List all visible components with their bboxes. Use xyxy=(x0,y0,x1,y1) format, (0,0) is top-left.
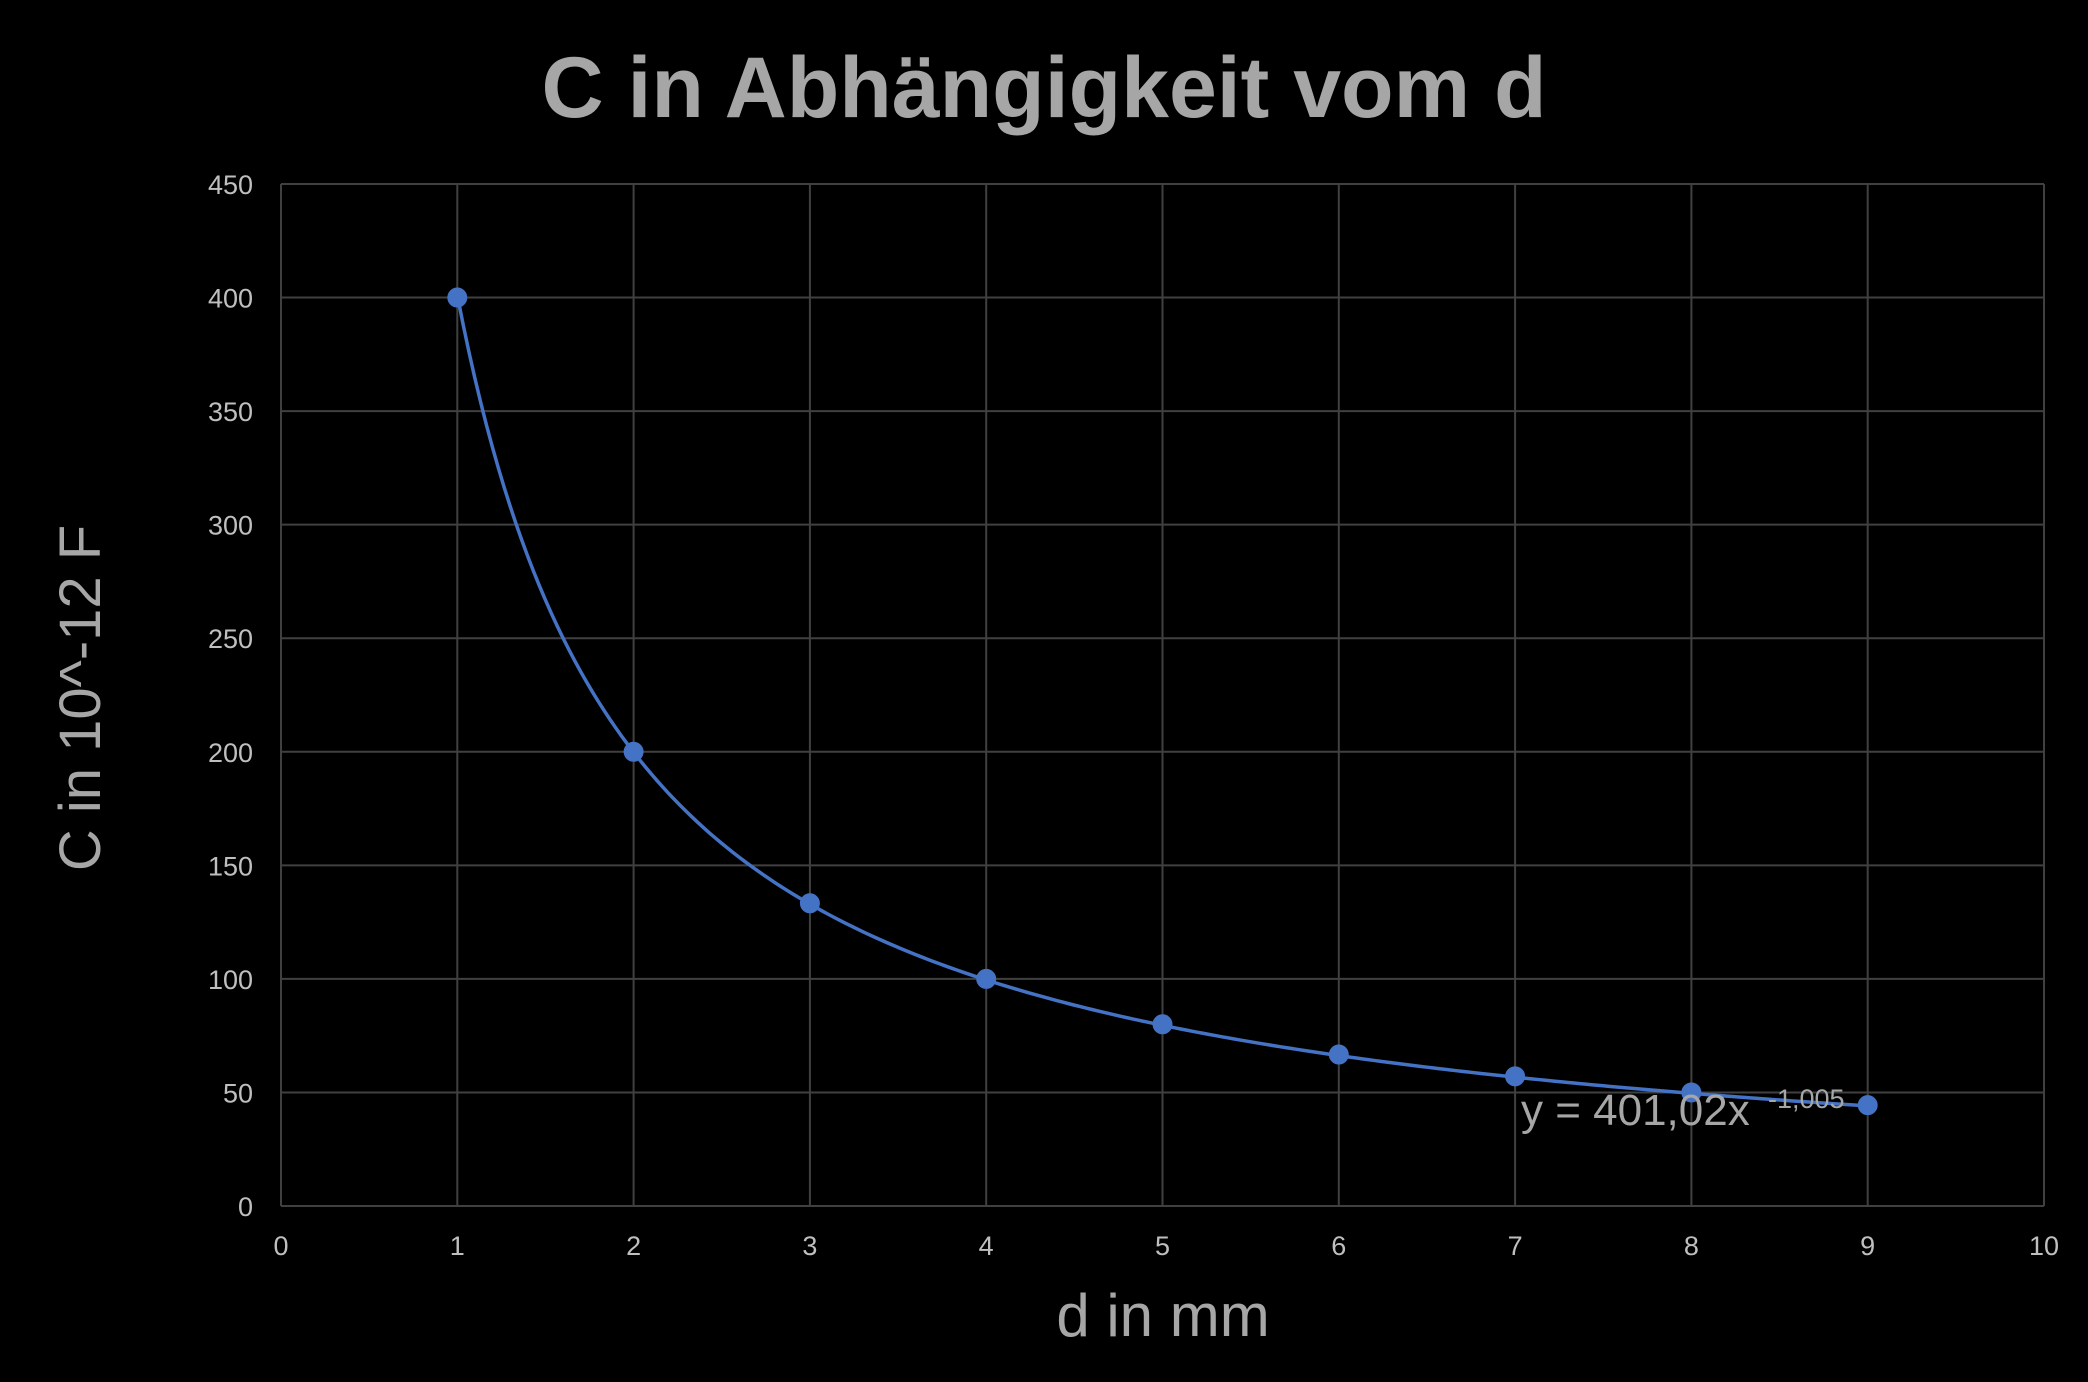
y-tick-label: 200 xyxy=(208,738,253,768)
y-tick-label: 50 xyxy=(223,1078,253,1108)
data-point xyxy=(1681,1082,1702,1103)
y-tick-label: 400 xyxy=(208,284,253,314)
y-tick-label: 350 xyxy=(208,397,253,427)
data-point xyxy=(1152,1014,1173,1035)
x-tick-label: 7 xyxy=(1508,1231,1523,1261)
data-point xyxy=(799,893,820,914)
y-tick-label: 450 xyxy=(208,170,253,200)
data-point xyxy=(1505,1066,1526,1087)
data-point xyxy=(1328,1044,1349,1065)
y-axis-tick-labels: 0 50 100 150 200 250 300 350 400 450 xyxy=(208,170,253,1222)
y-tick-label: 100 xyxy=(208,965,253,995)
y-axis-label: C in 10^-12 F xyxy=(48,525,113,871)
trendline-equation-base: y = 401,02x xyxy=(1521,1086,1750,1135)
trendline-equation: y = 401,02x -1,005 xyxy=(1521,1084,1845,1135)
x-tick-label: 1 xyxy=(450,1231,465,1261)
x-tick-label: 6 xyxy=(1331,1231,1346,1261)
x-axis-tick-labels: 0 1 2 3 4 5 6 7 8 9 10 xyxy=(273,1231,2059,1261)
y-tick-label: 0 xyxy=(238,1192,253,1222)
y-tick-label: 150 xyxy=(208,851,253,881)
x-tick-label: 2 xyxy=(626,1231,641,1261)
x-tick-label: 4 xyxy=(979,1231,994,1261)
x-tick-label: 0 xyxy=(273,1231,288,1261)
data-point xyxy=(447,287,468,308)
x-tick-label: 9 xyxy=(1860,1231,1875,1261)
x-tick-label: 10 xyxy=(2029,1231,2059,1261)
trendline-equation-exponent: -1,005 xyxy=(1768,1084,1845,1114)
data-point xyxy=(976,968,997,989)
chart-title: C in Abhängigkeit vom d xyxy=(542,40,1547,136)
x-tick-label: 8 xyxy=(1684,1231,1699,1261)
data-points xyxy=(447,287,1878,1116)
x-tick-label: 3 xyxy=(802,1231,817,1261)
data-point xyxy=(1857,1095,1878,1116)
data-point xyxy=(623,741,644,762)
y-tick-label: 300 xyxy=(208,511,253,541)
x-axis-label: d in mm xyxy=(1056,1282,1269,1349)
x-tick-label: 5 xyxy=(1155,1231,1170,1261)
y-tick-label: 250 xyxy=(208,624,253,654)
gridlines xyxy=(280,183,2045,1207)
